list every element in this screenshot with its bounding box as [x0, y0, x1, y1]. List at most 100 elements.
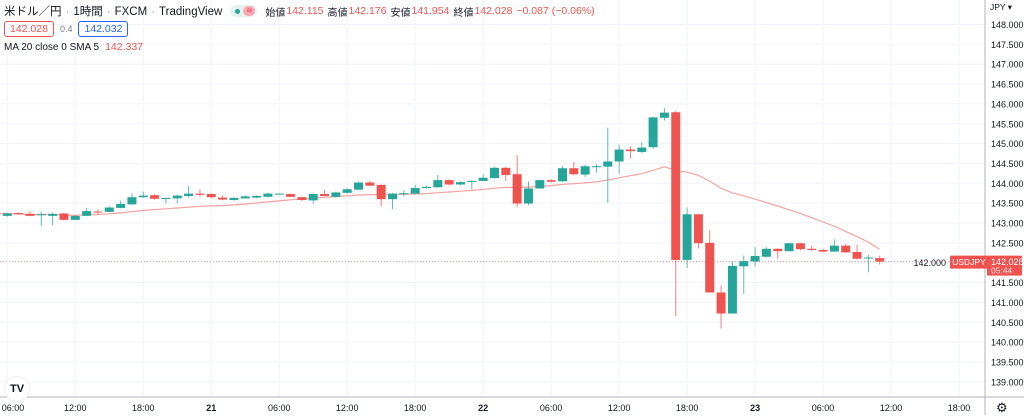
candle-up — [252, 195, 262, 198]
candle-up — [263, 192, 273, 198]
candle-up — [591, 164, 601, 173]
candle-down — [795, 242, 805, 251]
candle-body — [773, 248, 783, 252]
candle-up — [82, 207, 92, 217]
candle-body — [761, 248, 771, 257]
candle-body — [14, 213, 24, 215]
candle-body — [625, 149, 635, 152]
x-tick-label: 06:00 — [2, 403, 25, 413]
data-delay-icon: ≋ — [243, 6, 256, 16]
candle-up — [229, 196, 239, 201]
settings-gear-icon[interactable]: ⚙ — [996, 400, 1008, 415]
candle-down — [773, 248, 783, 259]
candle-down — [512, 155, 522, 207]
candle-body — [376, 184, 386, 200]
symbol-price-tag — [950, 255, 988, 269]
candle-up — [274, 193, 284, 195]
candle-down — [365, 180, 375, 187]
candle-up — [399, 190, 409, 197]
candle-body — [603, 161, 613, 167]
candle-up — [308, 193, 318, 204]
candle-body — [546, 180, 556, 182]
currency-selector[interactable]: JPY ▾ — [990, 2, 1013, 12]
candle-body — [727, 265, 737, 314]
candle-up — [354, 181, 364, 191]
candle-body — [478, 177, 488, 181]
candle-body — [501, 167, 511, 175]
candle-up — [478, 174, 488, 182]
candle-body — [637, 147, 647, 152]
candle-body — [591, 166, 601, 168]
market-status-badge[interactable]: ≋ — [230, 5, 258, 17]
symbol-title[interactable]: 米ドル／円 · 1時間 · FXCM · TradingView — [4, 6, 223, 18]
y-tick-label: 144.500 — [991, 159, 1024, 169]
ma-indicator-label[interactable]: MA 20 close 0 SMA 5 — [4, 41, 100, 53]
x-tick-label: 23 — [750, 403, 760, 413]
candle-up — [240, 195, 250, 199]
candle-up — [388, 192, 398, 210]
candle-down — [297, 196, 307, 202]
candle-body — [48, 213, 58, 216]
candle-body — [195, 193, 205, 195]
y-tick-label: 145.500 — [991, 119, 1024, 129]
last-price-value: 142.028 — [991, 257, 1024, 267]
candle-body — [422, 186, 432, 189]
candle-up — [342, 188, 352, 194]
candle-down — [569, 161, 579, 176]
candle-up — [761, 247, 771, 258]
candle-body — [750, 255, 760, 262]
open-label: 始値 — [265, 7, 286, 19]
chart-legend: 米ドル／円 · 1時間 · FXCM · TradingView ≋ 始値 142.115 高… — [4, 3, 599, 55]
y-tick-label: 142.500 — [991, 238, 1024, 248]
candle-body — [818, 249, 828, 252]
candle-up — [36, 211, 46, 226]
candle-body — [150, 195, 160, 199]
candle-body — [218, 197, 228, 200]
candle-body — [320, 194, 330, 197]
candle-up — [603, 127, 613, 203]
candle-up — [863, 254, 873, 273]
candle-body — [172, 195, 182, 199]
candle-up — [659, 108, 669, 121]
candle-down — [841, 244, 851, 253]
candle-body — [116, 203, 126, 208]
y-tick-label: 144.000 — [991, 179, 1024, 189]
candle-down — [875, 255, 885, 265]
candle-body — [184, 193, 194, 197]
candle-body — [659, 112, 669, 118]
candle-body — [841, 245, 851, 253]
candle-up — [535, 179, 545, 189]
candle-up — [172, 194, 182, 204]
close-label: 終値 — [453, 7, 474, 19]
candle-down — [93, 209, 103, 215]
candle-body — [829, 245, 839, 252]
x-tick-label: 18:00 — [132, 403, 155, 413]
close-value: 142.028 — [474, 5, 513, 17]
x-tick-label: 12:00 — [608, 403, 631, 413]
candle-down — [444, 179, 454, 186]
y-tick-label: 143.000 — [991, 219, 1024, 229]
sell-button[interactable]: 142.028 — [4, 21, 54, 37]
candle-body — [671, 112, 681, 260]
low-label: 安値 — [390, 7, 411, 19]
candle-up — [727, 261, 737, 314]
candle-up — [104, 206, 114, 213]
candle-body — [354, 182, 364, 190]
candle-down — [195, 189, 205, 197]
market-open-icon — [235, 8, 241, 14]
spread-value: 0.4 — [59, 24, 73, 34]
candle-body — [614, 149, 624, 162]
x-tick-label: 06:00 — [812, 403, 835, 413]
candle-body — [93, 211, 103, 213]
y-tick-label: 141.500 — [991, 278, 1024, 288]
candle-body — [70, 215, 80, 220]
x-tick-label: 12:00 — [880, 403, 903, 413]
candle-up — [48, 212, 58, 226]
tradingview-logo[interactable]: TV — [4, 376, 30, 402]
buy-button[interactable]: 142.032 — [78, 21, 129, 37]
candle-body — [25, 213, 35, 216]
candle-body — [784, 243, 794, 252]
x-tick-label: 18:00 — [676, 403, 699, 413]
candle-up — [750, 247, 760, 267]
